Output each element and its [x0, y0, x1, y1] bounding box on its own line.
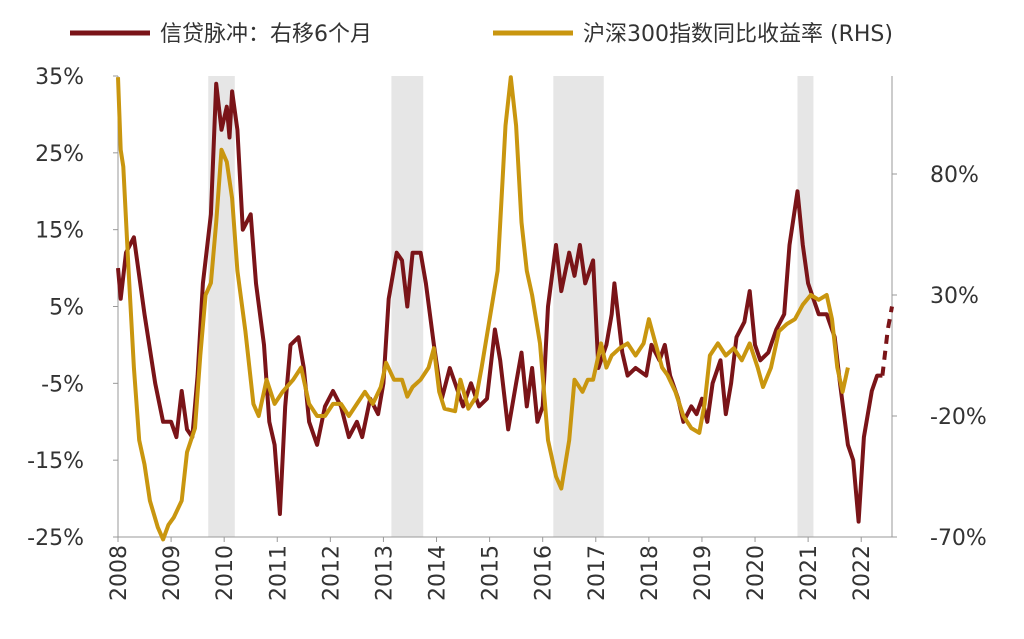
x-tick-label: 2016: [532, 545, 557, 601]
x-tick-label: 2013: [372, 545, 397, 601]
shaded-period: [797, 76, 814, 537]
y-tick-label: 25%: [35, 142, 84, 167]
series-line: [116, 81, 883, 524]
x-tick-label: 2021: [797, 545, 822, 601]
x-tick-label: 2012: [319, 545, 344, 601]
y-tick-label: 15%: [35, 219, 84, 244]
x-tick-label: 2014: [426, 545, 451, 601]
y2-tick-label: 80%: [930, 163, 979, 188]
y2-tick-label: 30%: [930, 284, 979, 309]
y2-tick-label: -70%: [930, 526, 987, 551]
x-tick-label: 2011: [266, 545, 291, 601]
series-line: [116, 75, 850, 542]
x-tick-label: 2022: [850, 545, 875, 601]
x-tick-label: 2015: [479, 545, 504, 601]
x-tick-label: 2009: [160, 545, 185, 601]
x-tick-label: 2017: [585, 545, 610, 601]
y-tick-label: 35%: [35, 65, 84, 90]
y2-tick-label: -20%: [930, 405, 987, 430]
forecast-line: [880, 306, 894, 376]
y-tick-label: -25%: [27, 526, 84, 551]
x-tick-label: 2008: [107, 545, 132, 601]
x-tick-label: 2010: [213, 545, 238, 601]
x-tick-label: 2020: [744, 545, 769, 601]
legend-label: 信贷脉冲：右移6个月: [160, 22, 372, 47]
x-tick-label: 2019: [691, 545, 716, 601]
x-tick-label: 2018: [638, 545, 663, 601]
legend-label: 沪深300指数同比收益率 (RHS): [583, 22, 893, 47]
y-tick-label: -5%: [41, 372, 84, 397]
y-tick-label: 5%: [49, 296, 84, 321]
y-tick-label: -15%: [27, 449, 84, 474]
